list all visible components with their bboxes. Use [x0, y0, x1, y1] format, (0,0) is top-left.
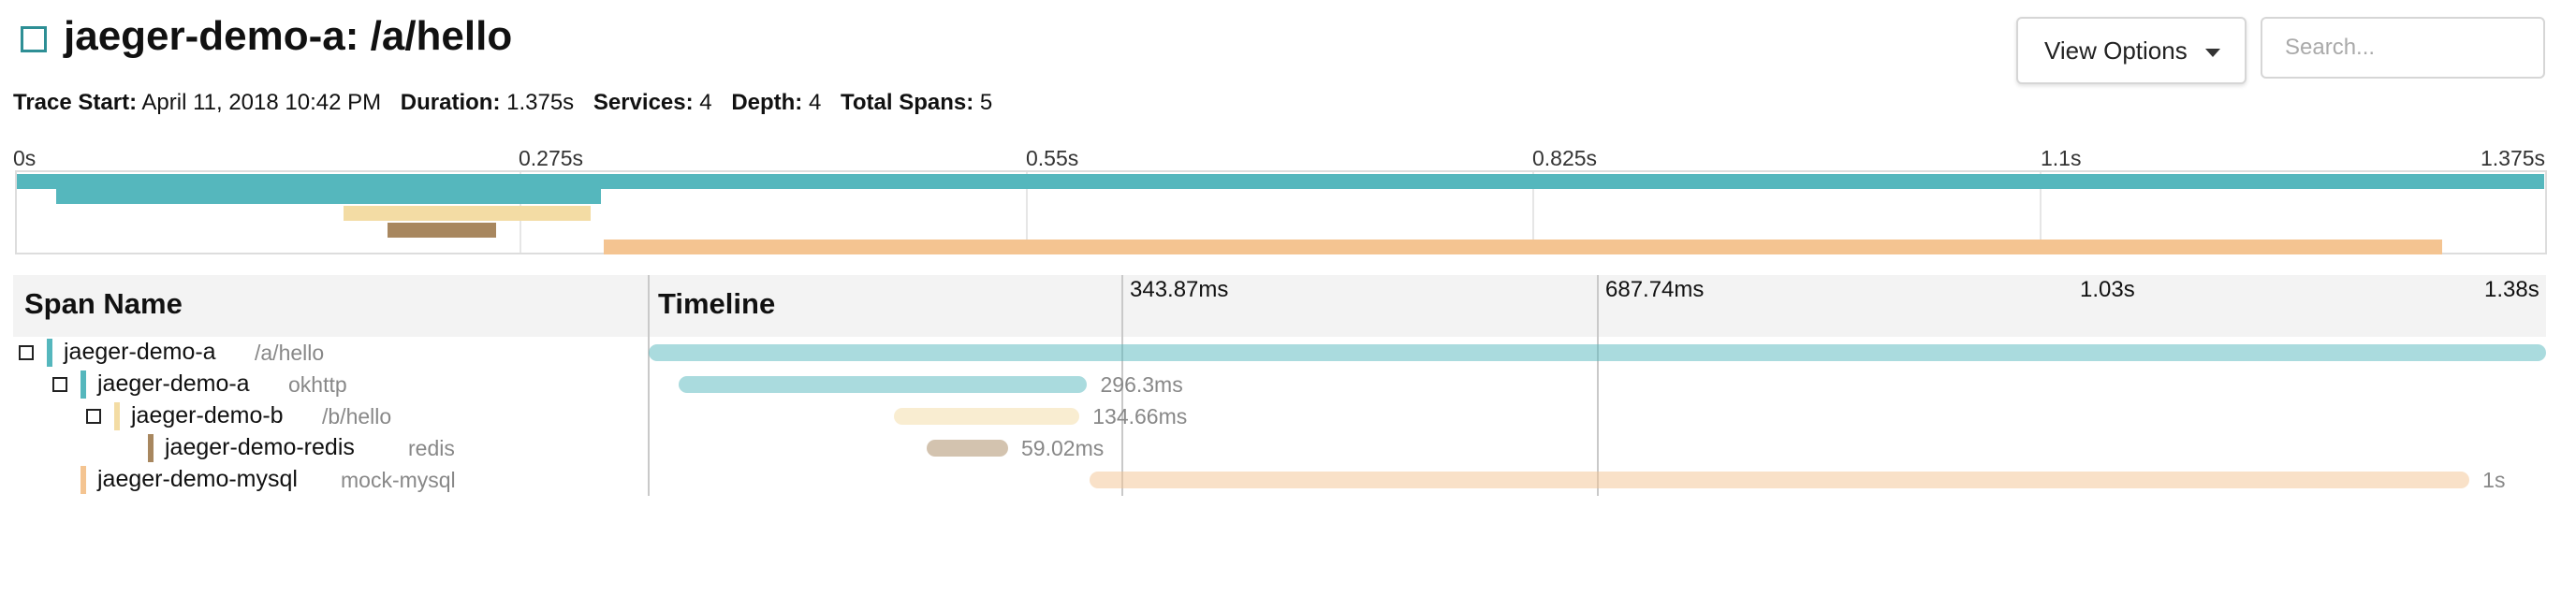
minimap-tick-label: 1.1s — [2041, 146, 2082, 170]
span-duration-label: 134.66ms — [1092, 404, 1188, 428]
span-service-name[interactable]: jaeger-demo-a — [64, 339, 216, 365]
timeline-tick-label: 1.03s — [2080, 277, 2135, 302]
span-duration-bar[interactable] — [927, 440, 1009, 457]
span-operation-name[interactable]: /b/hello — [322, 404, 392, 428]
span-duration-label: 1s — [2482, 468, 2506, 492]
timeline-tick-label: 687.74ms — [1605, 277, 1705, 302]
minimap-tick-label: 0s — [13, 146, 37, 170]
timeline-tick-label: 343.87ms — [1130, 277, 1229, 302]
timeline-header-label: Timeline — [658, 287, 776, 320]
total-spans-label: Total Spans: — [841, 90, 974, 115]
minimap-tick-label: 0.825s — [1532, 146, 1598, 170]
minimap-gridline — [2040, 172, 2042, 253]
timeline-header — [13, 275, 2546, 337]
span-operation-name[interactable]: okhttp — [288, 372, 347, 397]
depth-value: 4 — [808, 90, 822, 115]
minimap-span-bar — [604, 240, 2442, 254]
span-service-name[interactable]: jaeger-demo-b — [131, 402, 284, 428]
trace-start-value: April 11, 2018 10:42 PM — [141, 90, 382, 115]
span-operation-name[interactable]: mock-mysql — [341, 468, 456, 492]
minimap-span-bar — [56, 189, 602, 204]
minimap-span-bar — [387, 223, 496, 238]
minimap-gridline — [1026, 172, 1028, 253]
span-duration-label: 59.02ms — [1021, 436, 1105, 460]
timeline-tick-label: 1.38s — [2484, 277, 2539, 302]
trace-start-label: Trace Start: — [13, 90, 138, 115]
span-duration-bar[interactable] — [893, 408, 1080, 425]
span-operation-name[interactable]: /a/hello — [255, 341, 325, 365]
service-color-marker — [80, 466, 86, 494]
column-divider[interactable] — [648, 275, 650, 496]
search-input[interactable] — [2261, 17, 2545, 79]
collapse-all-icon[interactable] — [21, 26, 47, 52]
caret-down-icon — [2205, 49, 2220, 57]
services-label: Services: — [593, 90, 694, 115]
view-options-button[interactable]: View Options — [2016, 17, 2247, 84]
span-operation-name[interactable]: redis — [408, 436, 455, 460]
span-duration-bar[interactable] — [1090, 472, 2470, 488]
span-service-name[interactable]: jaeger-demo-mysql — [97, 466, 298, 492]
span-service-name[interactable]: jaeger-demo-redis — [165, 434, 355, 460]
timeline-gridline — [1121, 275, 1123, 496]
view-options-label: View Options — [2044, 36, 2188, 65]
total-spans-value: 5 — [979, 90, 993, 115]
minimap-span-bar — [17, 174, 2544, 189]
minimap-tick-label: 0.275s — [519, 146, 584, 170]
timeline-gridline — [1597, 275, 1599, 496]
minimap-span-bar — [343, 206, 592, 221]
duration-label: Duration: — [400, 90, 501, 115]
minimap-tick-label: 1.375s — [2481, 146, 2546, 170]
trace-summary: Trace Start: April 11, 2018 10:42 PM Dur… — [13, 90, 1005, 116]
services-value: 4 — [699, 90, 712, 115]
duration-value: 1.375s — [506, 90, 575, 115]
span-toggle-icon[interactable] — [19, 345, 34, 360]
service-color-marker — [148, 434, 154, 462]
minimap-tick-label: 0.55s — [1026, 146, 1079, 170]
depth-label: Depth: — [731, 90, 803, 115]
span-duration-label: 296.3ms — [1100, 372, 1183, 397]
service-color-marker — [47, 339, 52, 367]
span-toggle-icon[interactable] — [52, 377, 67, 392]
trace-title: jaeger-demo-a: /a/hello — [64, 13, 513, 59]
span-duration-bar[interactable] — [678, 376, 1088, 393]
service-color-marker — [114, 402, 120, 430]
span-toggle-icon[interactable] — [86, 409, 101, 424]
span-name-header: Span Name — [24, 287, 183, 320]
span-service-name[interactable]: jaeger-demo-a — [97, 370, 250, 397]
span-duration-bar[interactable] — [649, 344, 2546, 361]
minimap-gridline — [1532, 172, 1534, 253]
service-color-marker — [80, 370, 86, 399]
